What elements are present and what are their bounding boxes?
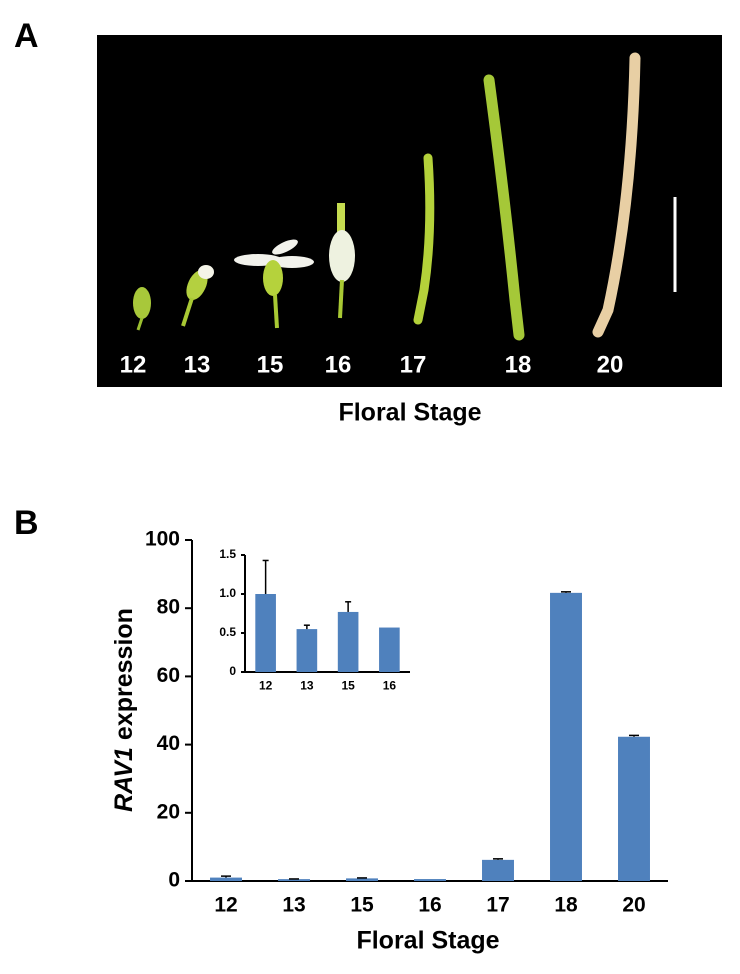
y-tick-label: 20 [157, 800, 180, 823]
bar [346, 878, 378, 881]
bar [296, 629, 318, 672]
x-tick-label: 13 [282, 894, 305, 917]
bar [379, 627, 400, 672]
x-axis-label: Floral Stage [356, 927, 499, 955]
bar [482, 859, 514, 881]
stage-label: 13 [184, 351, 211, 378]
y-tick-label: 1.0 [219, 586, 236, 600]
photo-caption: Floral Stage [338, 399, 481, 427]
bar [255, 594, 276, 672]
y-tick-label: 0 [168, 869, 180, 892]
x-tick-label: 12 [214, 894, 237, 917]
bar [210, 877, 242, 881]
y-tick-label: 60 [157, 664, 180, 687]
y-label-gene: RAV1 [110, 747, 138, 812]
x-tick-label: 15 [341, 679, 355, 693]
stage-label: 17 [400, 351, 427, 378]
stage-label: 15 [257, 351, 284, 378]
y-axis-label: RAV1 expression [110, 608, 138, 812]
specimens [133, 52, 677, 341]
x-tick-label: 12 [259, 679, 273, 693]
stage-label: 18 [505, 351, 532, 378]
x-tick-label: 18 [554, 894, 578, 917]
bar [550, 592, 582, 881]
bar [278, 879, 310, 881]
panel-label: A [14, 17, 39, 55]
x-tick-label: 16 [418, 894, 441, 917]
x-tick-label: 15 [350, 894, 374, 917]
panel-label: B [14, 504, 39, 542]
y-tick-label: 0 [229, 664, 236, 678]
bar [414, 879, 446, 881]
y-label-text: expression [110, 608, 138, 740]
stage-label: 16 [325, 351, 352, 378]
bar [337, 611, 359, 672]
x-tick-label: 20 [622, 894, 645, 917]
x-tick-label: 16 [383, 679, 397, 693]
y-tick-label: 1.5 [219, 547, 236, 561]
x-tick-label: 17 [486, 894, 509, 917]
y-tick-label: 40 [157, 732, 180, 755]
y-tick-label: 100 [145, 528, 180, 551]
stage-label: 12 [120, 351, 147, 378]
y-tick-label: 0.5 [219, 625, 236, 639]
y-tick-label: 80 [157, 596, 180, 619]
bar [618, 736, 650, 881]
photo [97, 35, 722, 387]
x-tick-label: 13 [300, 679, 314, 693]
stage-label: 20 [597, 351, 624, 378]
